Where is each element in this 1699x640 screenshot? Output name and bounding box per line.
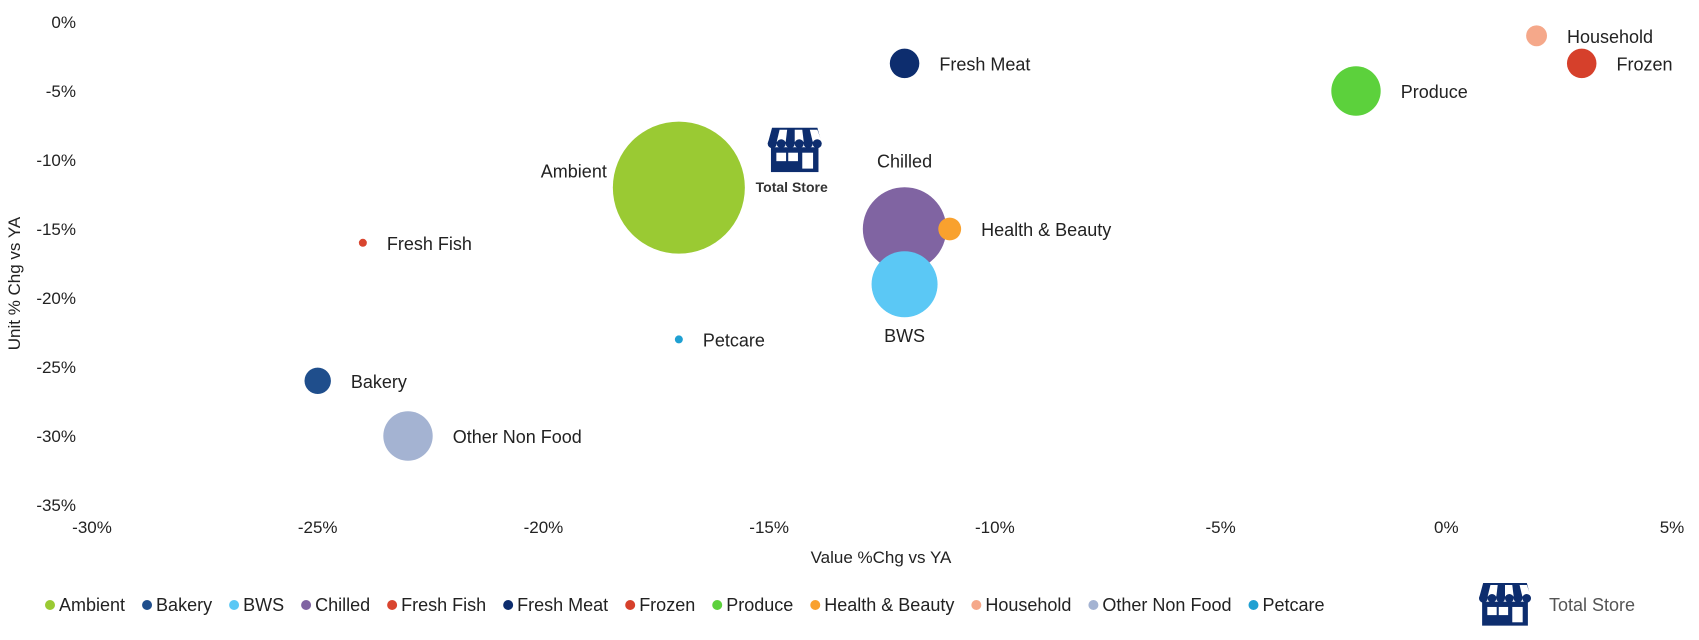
bubble-fresh-meat xyxy=(889,48,920,79)
point-label: Chilled xyxy=(877,151,932,171)
legend-item: Fresh Meat xyxy=(503,595,608,615)
legend-label: Fresh Meat xyxy=(517,595,608,615)
y-tick-label: 0% xyxy=(51,13,76,32)
bubble-health-beauty xyxy=(938,217,962,241)
bubble-produce xyxy=(1331,66,1381,116)
legend-swatch xyxy=(625,600,636,610)
point-label: Fresh Meat xyxy=(939,54,1030,74)
bubble-household xyxy=(1526,25,1548,47)
legend-swatch xyxy=(503,600,514,610)
legend-label: Total Store xyxy=(1549,595,1635,615)
point-label: Fresh Fish xyxy=(387,234,472,254)
legend-item: Produce xyxy=(712,595,793,615)
legend-item: Frozen xyxy=(625,595,695,615)
bubble-petcare xyxy=(674,335,683,344)
y-tick-label: -10% xyxy=(36,151,76,170)
x-axis-ticks: -30% -25% -20% -15% -10% -5% 0% 5% xyxy=(72,518,1684,537)
x-axis-title: Value %Chg vs YA xyxy=(811,548,952,567)
legend-swatch xyxy=(712,600,723,610)
point-label: Other Non Food xyxy=(453,427,582,447)
point-label: Bakery xyxy=(351,372,407,392)
x-tick-label: -20% xyxy=(524,518,564,537)
bubble-chilled xyxy=(862,187,947,271)
point-label: Household xyxy=(1567,27,1653,47)
legend-item: Other Non Food xyxy=(1088,595,1231,615)
x-tick-label: -30% xyxy=(72,518,112,537)
y-tick-label: -15% xyxy=(36,220,76,239)
legend-label: Other Non Food xyxy=(1102,595,1231,615)
legend: Ambient Bakery BWS Chilled Fresh Fish Fresh M… xyxy=(45,583,1635,626)
legend-swatch xyxy=(229,600,240,610)
x-tick-label: 5% xyxy=(1660,518,1685,537)
legend-label: Chilled xyxy=(315,595,370,615)
legend-item: Fresh Fish xyxy=(387,595,486,615)
legend-swatch xyxy=(45,600,55,610)
y-tick-label: -5% xyxy=(46,82,76,101)
legend-item: Bakery xyxy=(142,595,212,615)
bubble-bws xyxy=(871,251,938,318)
legend-label: BWS xyxy=(243,595,284,615)
legend-label: Ambient xyxy=(59,595,125,615)
bubble-ambient xyxy=(612,121,745,254)
x-tick-label: -15% xyxy=(749,518,789,537)
point-label: Ambient xyxy=(541,162,607,182)
point-label: Health & Beauty xyxy=(981,220,1111,240)
legend-label: Health & Beauty xyxy=(824,595,954,615)
x-tick-label: -10% xyxy=(975,518,1015,537)
legend-label: Household xyxy=(985,595,1071,615)
point-label: Frozen xyxy=(1616,54,1672,74)
point-label: Produce xyxy=(1401,82,1468,102)
bubble-fresh-fish xyxy=(358,238,367,247)
legend-swatch xyxy=(301,600,312,610)
bubble-frozen xyxy=(1566,48,1597,79)
x-tick-label: 0% xyxy=(1434,518,1459,537)
total-store-marker: Total Store xyxy=(756,127,828,195)
legend-swatch xyxy=(1248,600,1259,610)
legend-label: Bakery xyxy=(156,595,212,615)
legend-item: Household xyxy=(971,595,1071,615)
legend-swatch xyxy=(1088,600,1099,610)
legend-swatch xyxy=(387,600,398,610)
bubble-other-non-food xyxy=(383,411,433,461)
y-tick-label: -30% xyxy=(36,427,76,446)
legend-label: Fresh Fish xyxy=(401,595,486,615)
y-tick-label: -25% xyxy=(36,358,76,377)
legend-item: Health & Beauty xyxy=(810,595,954,615)
y-axis-ticks: 0% -5% -10% -15% -20% -25% -30% -35% xyxy=(36,13,76,515)
legend-label: Petcare xyxy=(1262,595,1324,615)
legend-item-total-store: Total Store xyxy=(1479,583,1635,626)
y-axis-title: Unit % Chg vs YA xyxy=(5,216,24,350)
legend-item: Ambient xyxy=(45,595,125,615)
total-store-label: Total Store xyxy=(756,179,828,195)
legend-label: Frozen xyxy=(639,595,695,615)
legend-item: BWS xyxy=(229,595,284,615)
legend-item: Chilled xyxy=(301,595,370,615)
legend-swatch xyxy=(971,600,982,610)
legend-swatch xyxy=(810,600,821,610)
point-label: BWS xyxy=(884,326,925,346)
x-tick-label: -25% xyxy=(298,518,338,537)
legend-item: Petcare xyxy=(1248,595,1325,615)
legend-label: Produce xyxy=(726,595,793,615)
bubbles: Ambient Bakery BWS Chilled Fresh Fish Fresh M… xyxy=(304,25,1673,461)
store-icon xyxy=(767,127,822,173)
bubble-bakery xyxy=(304,367,331,394)
store-icon xyxy=(1479,583,1531,626)
y-tick-label: -20% xyxy=(36,289,76,308)
point-label: Petcare xyxy=(703,330,765,350)
x-tick-label: -5% xyxy=(1205,518,1235,537)
y-tick-label: -35% xyxy=(36,496,76,515)
legend-swatch xyxy=(142,600,153,610)
